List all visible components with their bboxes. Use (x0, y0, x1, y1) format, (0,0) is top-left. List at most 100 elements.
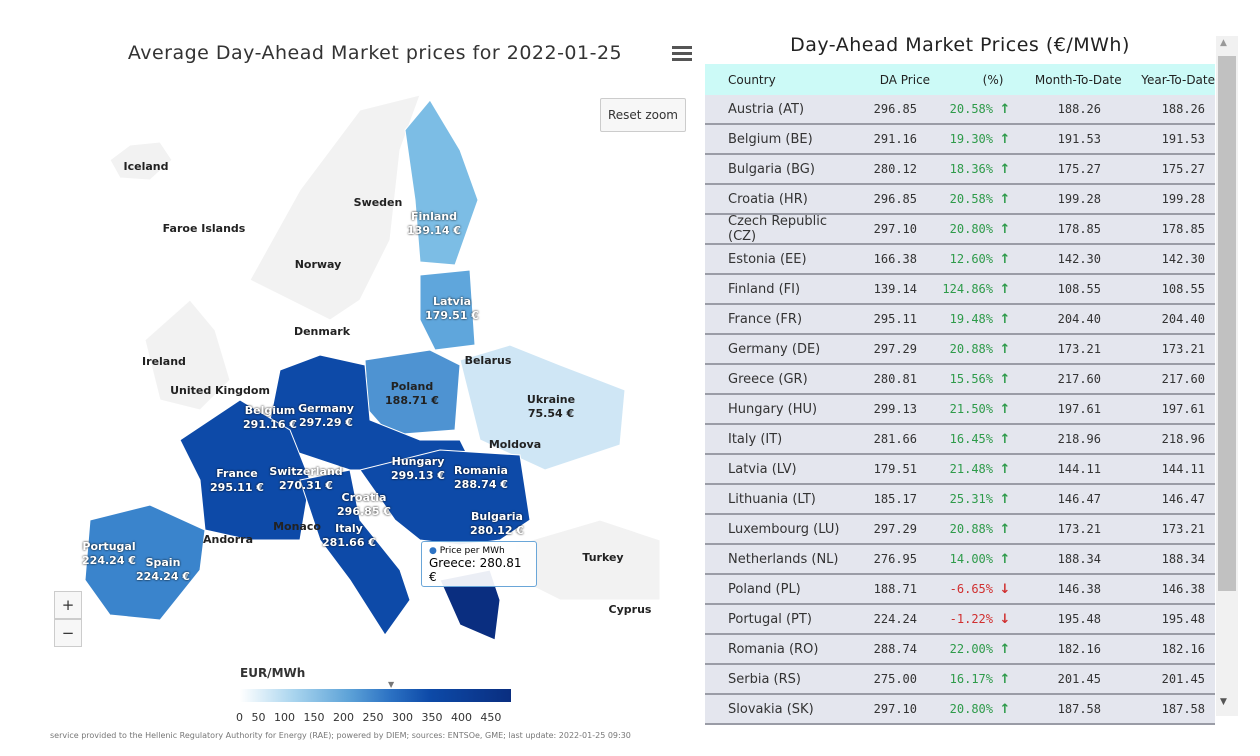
map-label-sweden[interactable]: Sweden (354, 196, 403, 210)
map-label-belgium[interactable]: Belgium 291.16 € (243, 404, 297, 432)
map-label-ukraine[interactable]: Ukraine 75.54 € (527, 393, 575, 421)
table-row[interactable]: Netherlands (NL) 276.95 14.00% ↑ 188.34 188.3… (705, 545, 1215, 575)
table-row[interactable]: Slovakia (SK) 297.10 20.80% ↑ 187.58 187.58 (705, 695, 1215, 725)
map-label-name: Turkey (582, 551, 624, 564)
table-row[interactable]: Germany (DE) 297.29 20.88% ↑ 173.21 173.21 (705, 335, 1215, 365)
cell-country: Greece (GR) (728, 371, 808, 387)
cell-country: Estonia (EE) (728, 251, 807, 267)
country-balkans (359, 449, 531, 546)
map-label-value: 224.24 € (136, 570, 190, 583)
header-country[interactable]: Country (728, 72, 776, 87)
header-percent[interactable]: (%) (982, 72, 1004, 87)
cell-mtd: 146.47 (1057, 492, 1101, 506)
chart-menu-icon[interactable] (672, 46, 692, 64)
header-mtd[interactable]: Month-To-Date (1034, 72, 1122, 87)
cell-ytd: 142.30 (1161, 252, 1205, 266)
arrow-up-icon: ↑ (999, 371, 1011, 387)
map-tooltip: ● Price per MWh Greece: 280.81 € (421, 541, 537, 587)
scroll-up-icon[interactable]: ▲ (1220, 38, 1227, 48)
table-row[interactable]: Portugal (PT) 224.24 -1.22% ↓ 195.48 195.48 (705, 605, 1215, 635)
map-label-poland[interactable]: Poland 188.71 € (385, 380, 439, 408)
country-uk-ireland (144, 299, 231, 411)
table-row[interactable]: Czech Republic (CZ) 297.10 20.80% ↑ 178.85 17… (705, 214, 1215, 245)
map-label-spain[interactable]: Spain 224.24 € (136, 556, 190, 584)
map-label-united-kingdom[interactable]: United Kingdom (170, 384, 270, 398)
map-label-name: Ukraine (526, 393, 576, 406)
cell-mtd: 217.60 (1057, 372, 1101, 386)
map-label-france[interactable]: France 295.11 € (210, 467, 264, 495)
map-label-romania[interactable]: Romania 288.74 € (454, 464, 508, 492)
table-row[interactable]: Bulgaria (BG) 280.12 18.36% ↑ 175.27 175.27 (705, 155, 1215, 185)
scrollbar-thumb[interactable] (1218, 56, 1236, 591)
table-row[interactable]: Greece (GR) 280.81 15.56% ↑ 217.60 217.60 (705, 365, 1215, 395)
map-label-andorra[interactable]: Andorra (203, 533, 253, 547)
arrow-up-icon: ↑ (999, 521, 1011, 537)
table-row[interactable]: Latvia (LV) 179.51 21.48% ↑ 144.11 144.11 (705, 455, 1215, 485)
table-row[interactable]: Luxembourg (LU) 297.29 20.88% ↑ 173.21 173.21 (705, 515, 1215, 545)
map-label-name: Ireland (142, 355, 186, 368)
legend-color-bar (240, 689, 511, 702)
map-label-name: Belgium (244, 404, 296, 417)
map-label-germany[interactable]: Germany 297.29 € (298, 402, 354, 430)
map-label-faroe-islands[interactable]: Faroe Islands (163, 222, 246, 236)
country-baltics (419, 269, 476, 351)
map-label-bulgaria[interactable]: Bulgaria 280.12 € (470, 510, 524, 538)
table-row[interactable]: Estonia (EE) 166.38 12.60% ↑ 142.30 142.30 (705, 245, 1215, 275)
map-label-norway[interactable]: Norway (295, 258, 342, 272)
table-row[interactable]: Belgium (BE) 291.16 19.30% ↑ 191.53 191.53 (705, 125, 1215, 155)
zoom-out-button[interactable]: − (54, 619, 82, 647)
table-row[interactable]: Italy (IT) 281.66 16.45% ↑ 218.96 218.96 (705, 425, 1215, 455)
map-label-iceland[interactable]: Iceland (124, 160, 169, 174)
map-label-cyprus[interactable]: Cyprus (609, 603, 652, 617)
table-row[interactable]: France (FR) 295.11 19.48% ↑ 204.40 204.40 (705, 305, 1215, 335)
reset-zoom-button[interactable]: Reset zoom (600, 98, 686, 132)
table-row[interactable]: Romania (RO) 288.74 22.00% ↑ 182.16 182.16 (705, 635, 1215, 665)
cell-da-price: 291.16 (873, 132, 917, 146)
table-row[interactable]: Hungary (HU) 299.13 21.50% ↑ 197.61 197.61 (705, 395, 1215, 425)
map-label-finland[interactable]: Finland 139.14 € (407, 210, 461, 238)
cell-da-price: 188.71 (873, 582, 917, 596)
arrow-up-icon: ↑ (999, 161, 1011, 177)
map-label-monaco[interactable]: Monaco (273, 520, 321, 534)
europe-map[interactable] (0, 0, 700, 660)
map-label-portugal[interactable]: Portugal 224.24 € (82, 540, 136, 568)
table-row[interactable]: Serbia (RS) 275.00 16.17% ↑ 201.45 201.45 (705, 665, 1215, 695)
cell-percent: -1.22% (949, 612, 993, 626)
map-label-denmark[interactable]: Denmark (294, 325, 350, 339)
cell-ytd: 188.34 (1161, 552, 1205, 566)
header-ytd[interactable]: Year-To-Date (1141, 72, 1215, 87)
map-label-name: Portugal (82, 540, 136, 553)
country-belarus-ukraine (459, 344, 626, 471)
map-label-turkey[interactable]: Turkey (582, 551, 623, 565)
cell-percent: 22.00% (949, 642, 993, 656)
table-row[interactable]: Austria (AT) 296.85 20.58% ↑ 188.26 188.26 (705, 95, 1215, 125)
table-row[interactable]: Croatia (HR) 296.85 20.58% ↑ 199.28 199.28 (705, 185, 1215, 215)
map-label-value: 139.14 € (407, 224, 461, 237)
map-label-belarus[interactable]: Belarus (465, 354, 512, 368)
cell-percent: 14.00% (949, 552, 993, 566)
map-label-moldova[interactable]: Moldova (489, 438, 541, 452)
cell-mtd: 197.61 (1057, 402, 1101, 416)
table-row[interactable]: Poland (PL) 188.71 -6.65% ↓ 146.38 146.38 (705, 575, 1215, 605)
cell-ytd: 187.58 (1161, 702, 1205, 716)
cell-mtd: 218.96 (1057, 432, 1101, 446)
map-label-hungary[interactable]: Hungary 299.13 € (391, 455, 445, 483)
table-row[interactable]: Lithuania (LT) 185.17 25.31% ↑ 146.47 146.47 (705, 485, 1215, 515)
header-da-price[interactable]: DA Price (879, 72, 931, 87)
cell-country: Lithuania (LT) (728, 491, 816, 507)
map-label-switzerland[interactable]: Switzerland 270.31 € (269, 465, 342, 493)
map-label-ireland[interactable]: Ireland (142, 355, 186, 369)
scroll-down-icon[interactable]: ▼ (1220, 697, 1227, 707)
country-scandinavia (249, 94, 421, 321)
cell-mtd: 188.26 (1057, 102, 1101, 116)
cell-ytd: 146.47 (1161, 492, 1205, 506)
map-label-croatia[interactable]: Croatia 296.85 € (337, 491, 391, 519)
arrow-up-icon: ↑ (999, 461, 1011, 477)
cell-mtd: 173.21 (1057, 342, 1101, 356)
table-row[interactable]: Finland (FI) 139.14 124.86% ↑ 108.55 108.55 (705, 275, 1215, 305)
zoom-in-button[interactable]: + (54, 591, 82, 619)
cell-da-price: 288.74 (873, 642, 917, 656)
map-label-name: Switzerland (269, 465, 343, 478)
map-label-latvia[interactable]: Latvia 179.51 € (425, 295, 479, 323)
map-label-italy[interactable]: Italy 281.66 € (322, 522, 376, 550)
